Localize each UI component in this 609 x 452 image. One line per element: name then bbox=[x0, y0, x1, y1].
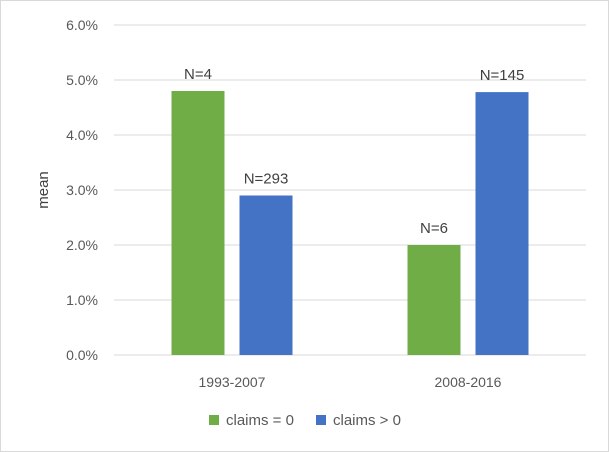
data-label: N=4 bbox=[184, 66, 212, 83]
y-tick-label: 6.0% bbox=[66, 17, 98, 33]
x-tick-label: 1993-2007 bbox=[199, 374, 266, 390]
legend[interactable]: claims = 0 claims > 0 bbox=[209, 412, 401, 429]
y-tick-label: 0.0% bbox=[66, 347, 98, 363]
bars bbox=[171, 91, 529, 356]
y-tick-label: 4.0% bbox=[66, 127, 98, 143]
legend-swatch[interactable] bbox=[316, 415, 326, 425]
data-labels: N=4 N=293 N=6 N=145 bbox=[184, 66, 524, 237]
bar-claims-0-2008-2016[interactable] bbox=[407, 245, 461, 355]
data-label: N=145 bbox=[480, 67, 525, 84]
legend-label[interactable]: claims > 0 bbox=[333, 412, 401, 429]
x-tick-label: 2008-2016 bbox=[435, 374, 502, 390]
y-tick-label: 5.0% bbox=[66, 72, 98, 88]
bar-claims-0-1993-2007[interactable] bbox=[171, 91, 225, 355]
legend-swatch[interactable] bbox=[209, 415, 219, 425]
data-label: N=6 bbox=[420, 220, 448, 237]
y-axis-ticks: 0.0% 1.0% 2.0% 3.0% 4.0% 5.0% 6.0% bbox=[66, 17, 98, 363]
legend-label[interactable]: claims = 0 bbox=[226, 412, 294, 429]
bar-claims-0-1993-2007[interactable] bbox=[239, 195, 293, 356]
data-label: N=293 bbox=[244, 171, 289, 188]
x-axis-ticks: 1993-2007 2008-2016 bbox=[199, 374, 502, 390]
y-tick-label: 3.0% bbox=[66, 182, 98, 198]
y-tick-label: 1.0% bbox=[66, 292, 98, 308]
y-tick-label: 2.0% bbox=[66, 237, 98, 253]
y-axis-title: mean bbox=[35, 171, 52, 209]
bar-claims-0-2008-2016[interactable] bbox=[475, 92, 529, 355]
